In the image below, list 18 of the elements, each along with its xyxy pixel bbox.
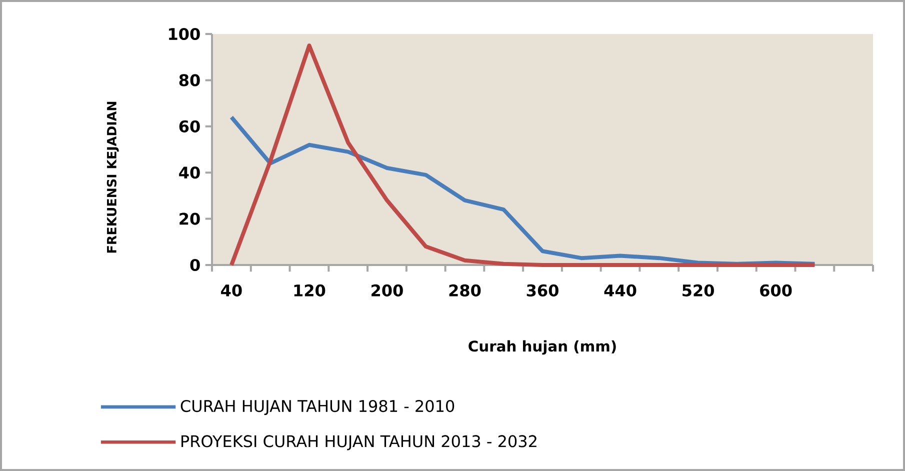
y-tick-label: 80 (179, 74, 200, 86)
y-axis-title: FREKUENSI KEJADIAN (106, 102, 119, 253)
x-tick-label: 120 (294, 284, 326, 296)
legend-label: CURAH HUJAN TAHUN 1981 - 2010 (180, 400, 454, 416)
x-tick-label: 440 (604, 284, 636, 296)
y-tick-label: 20 (180, 212, 200, 225)
x-tick-label: 280 (449, 284, 481, 296)
y-tick-label: 60 (179, 120, 200, 132)
x-tick-label: 520 (682, 284, 714, 296)
x-tick-label: 360 (526, 284, 558, 296)
y-tick-label: 0 (190, 258, 200, 272)
x-tick-label: 200 (372, 284, 403, 296)
y-tick-label: 100 (169, 28, 200, 40)
y-tick-label: 40 (179, 166, 200, 179)
x-tick-label: 600 (760, 284, 792, 296)
x-axis-title: Curah hujan (mm) (468, 340, 616, 355)
legend-label: PROYEKSI CURAH HUJAN TAHUN 2013 - 2032 (182, 435, 536, 450)
x-tick-label: 40 (221, 284, 242, 296)
